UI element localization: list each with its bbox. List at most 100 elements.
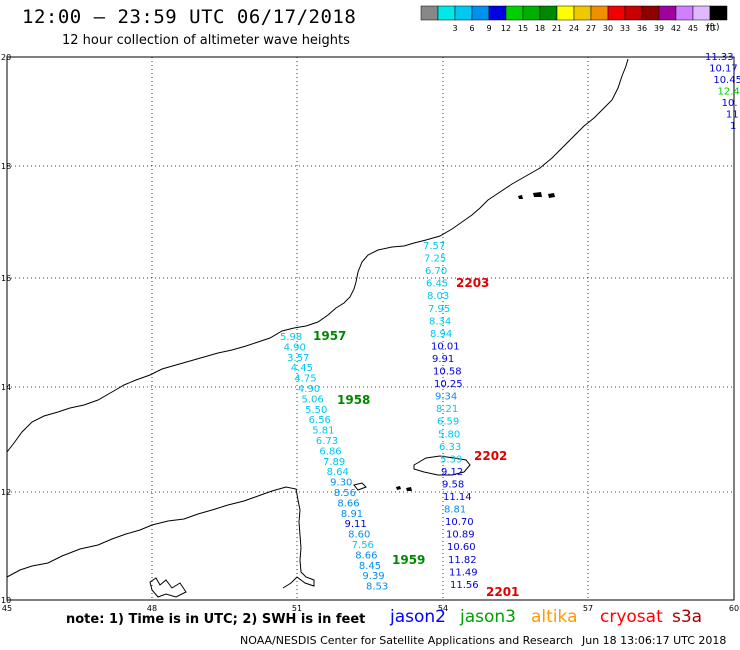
swh-value: 8.53 [366, 582, 388, 593]
color-swatch [522, 5, 541, 21]
swh-value: 7.95 [428, 304, 450, 315]
swh-value: 11.14 [443, 492, 472, 503]
color-swatch-label: 39 [654, 24, 664, 33]
color-legend-unit: (ft) [706, 23, 720, 33]
swh-value: 9.12 [441, 467, 463, 478]
color-swatch-label: 42 [671, 24, 681, 33]
swh-value: 5.06 [302, 394, 324, 405]
swh-value: 5.80 [438, 429, 460, 440]
swh-value: 5.50 [305, 405, 327, 416]
lat-tick-label: 18 [1, 162, 11, 171]
color-swatch [709, 5, 728, 21]
lon-tick-label: 57 [583, 604, 593, 613]
pass-time-label: 2202 [474, 449, 507, 463]
swh-value: 7.25 [424, 254, 446, 265]
lon-tick-label: 54 [438, 604, 448, 613]
swh-value: 11 [726, 110, 739, 121]
swh-value: 8.21 [436, 404, 458, 415]
swh-value: 6.59 [437, 417, 459, 428]
lon-tick-label: 48 [147, 604, 157, 613]
lat-tick-label: 14 [1, 383, 11, 392]
lon-tick-label: 45 [2, 604, 12, 613]
socotra-island [413, 455, 471, 476]
footer-timestamp: Jun 18 13:06:17 UTC 2018 [582, 634, 727, 647]
color-swatch-label: 6 [469, 24, 474, 33]
map-title: 12:00 – 23:59 UTC 06/17/2018 [22, 6, 357, 28]
color-swatch [420, 5, 439, 21]
swh-value: 5.81 [312, 426, 334, 437]
swh-value: 10.01 [431, 341, 460, 352]
axis-tick-labels: 45 48 51 54 57 60 20 18 16 14 12 10 [1, 53, 739, 613]
pass-time-label: 1959 [392, 553, 425, 567]
pass-time-label: 1957 [313, 329, 346, 343]
color-swatch-label: 30 [603, 24, 613, 33]
swh-value: 5.39 [440, 454, 462, 465]
color-swatch-label: 3 [452, 24, 457, 33]
color-swatch [573, 5, 592, 21]
swh-value: 10.25 [434, 379, 463, 390]
satellite-name: s3a [672, 607, 703, 627]
swh-value: 8.45 [359, 561, 381, 572]
satellite-name: jason3 [460, 607, 516, 627]
color-swatch [675, 5, 694, 21]
pass-timestamps: 1957 1958 1959 2203 2202 2201 [313, 276, 519, 599]
color-swatch [437, 5, 456, 21]
map-subtitle: 12 hour collection of altimeter wave hei… [62, 33, 350, 48]
swh-value: 9.58 [442, 479, 464, 490]
swh-value: 11.56 [450, 580, 479, 591]
lat-tick-label: 16 [1, 274, 11, 283]
color-swatch [471, 5, 490, 21]
lat-tick-label: 10 [1, 596, 11, 605]
swh-value: 6.86 [319, 446, 341, 457]
color-legend-bar: 3 6 9 12 15 18 21 24 27 30 33 36 39 42 45 70 [420, 5, 728, 33]
color-swatch-label: 21 [552, 24, 562, 33]
satellite-name: jason2 [390, 607, 446, 627]
swh-value: 1 [730, 121, 736, 132]
swh-value: 8.66 [355, 550, 377, 561]
swh-value: 9.34 [435, 392, 457, 403]
satellite-name: cryosat [600, 607, 663, 627]
lat-tick-label: 20 [1, 53, 11, 62]
swh-value: 4.90 [298, 384, 320, 395]
swh-value: 4.45 [291, 363, 313, 374]
swh-value: 8.34 [429, 316, 451, 327]
island-small-4 [518, 195, 523, 199]
swh-value: 7.89 [323, 457, 345, 468]
swh-value: 8.91 [341, 509, 363, 520]
swh-value: 10.17 [709, 64, 738, 75]
pass-time-label: 1958 [337, 393, 370, 407]
swh-value: 11.49 [449, 567, 478, 578]
color-swatch-label: 45 [688, 24, 698, 33]
island-small-6 [548, 193, 555, 198]
color-swatch-label: 24 [569, 24, 579, 33]
color-swatch-label: 27 [586, 24, 596, 33]
footer-credit: NOAA/NESDIS Center for Satellite Applica… [240, 634, 574, 647]
color-swatch [692, 5, 711, 21]
lat-lon-grid [7, 57, 734, 600]
color-swatch [556, 5, 575, 21]
swh-value: 10.70 [445, 517, 474, 528]
island-small-3 [406, 487, 412, 491]
swh-value: 12.4 [718, 87, 740, 98]
swh-value: 10.45 [713, 75, 740, 86]
swh-value: 6.45 [426, 279, 448, 290]
swh-value: 8.60 [348, 530, 370, 541]
swh-value: 5.98 [280, 332, 302, 343]
color-swatch [607, 5, 626, 21]
color-swatch [590, 5, 609, 21]
swh-value: 8.56 [334, 488, 356, 499]
swh-value: 4.90 [284, 342, 306, 353]
swh-value: 7.56 [352, 540, 374, 551]
swh-value: 7.57 [423, 241, 445, 252]
color-swatch [454, 5, 473, 21]
altimeter-track-west: 5.984.903.574.454.754.905.065.506.565.81… [280, 332, 388, 593]
color-swatch [658, 5, 677, 21]
pass-time-label: 2201 [486, 585, 519, 599]
coastline-north [6, 58, 629, 453]
swh-value: 6.56 [309, 415, 331, 426]
swh-value: 9.11 [345, 519, 367, 530]
lat-tick-label: 12 [1, 488, 11, 497]
